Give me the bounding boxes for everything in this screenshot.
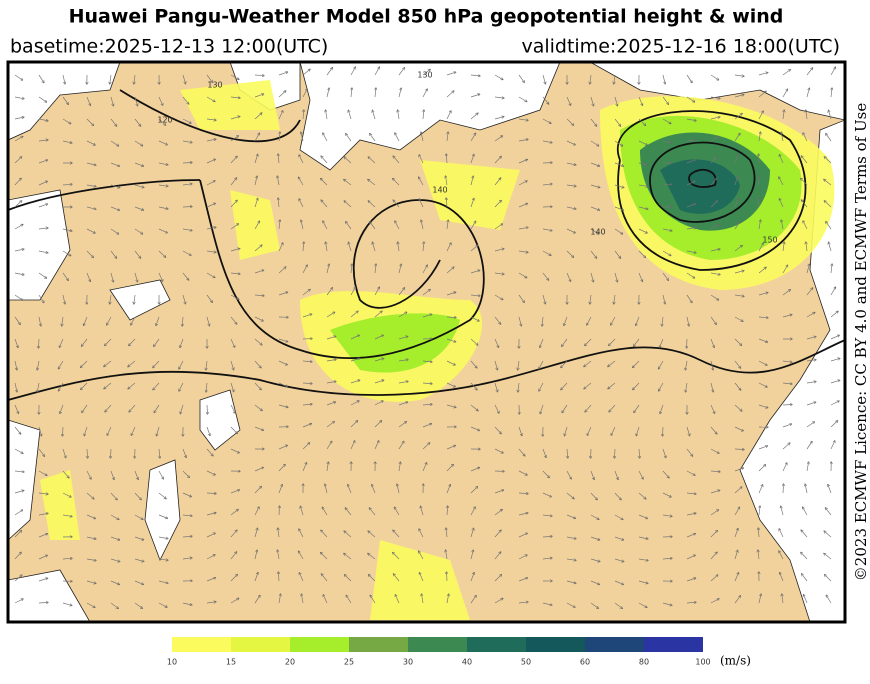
colorbar-tick-label: 40 — [462, 658, 472, 667]
colorbar-segment — [231, 637, 290, 652]
license: ©2023 ECMWF Licence: CC BY 4.0 and ECMWF… — [852, 103, 870, 582]
contour-label: 130 — [207, 81, 222, 90]
contour-label: 130 — [417, 71, 432, 80]
colorbar-segment — [408, 637, 467, 652]
colorbar-segment — [644, 637, 703, 652]
contour-label: 150 — [762, 236, 777, 245]
contour-label: 140 — [590, 228, 605, 237]
colorbar: 10 15 20 25 30 40 50 60 80 100 (m/s) — [167, 637, 751, 668]
colorbar-tick-label: 60 — [580, 658, 590, 667]
colorbar-tick-label: 20 — [285, 658, 295, 667]
colorbar-segment — [526, 637, 585, 652]
colorbar-tick-label: 80 — [639, 658, 649, 667]
colorbar-tick-label: 100 — [695, 658, 710, 667]
colorbar-unit: (m/s) — [720, 654, 751, 668]
colorbar-segment — [172, 637, 231, 652]
colorbar-tick-label: 25 — [344, 658, 354, 667]
map: 120 130 140 130 140 150 — [8, 62, 845, 622]
colorbar-segment — [290, 637, 349, 652]
contour-label: 140 — [432, 186, 447, 195]
colorbar-segment — [467, 637, 526, 652]
title: Huawei Pangu-Weather Model 850 hPa geopo… — [69, 6, 784, 28]
colorbar-segment — [585, 637, 644, 652]
validtime: validtime:2025-12-16 18:00(UTC) — [521, 36, 840, 58]
basetime: basetime:2025-12-13 12:00(UTC) — [10, 36, 328, 58]
wind-arrow — [662, 427, 663, 436]
colorbar-tick-label: 50 — [521, 658, 531, 667]
colorbar-tick-label: 30 — [403, 658, 413, 667]
colorbar-tick-label: 15 — [226, 658, 236, 667]
colorbar-tick-label: 10 — [167, 658, 177, 667]
contour-label: 120 — [157, 116, 172, 125]
colorbar-segment — [349, 637, 408, 652]
